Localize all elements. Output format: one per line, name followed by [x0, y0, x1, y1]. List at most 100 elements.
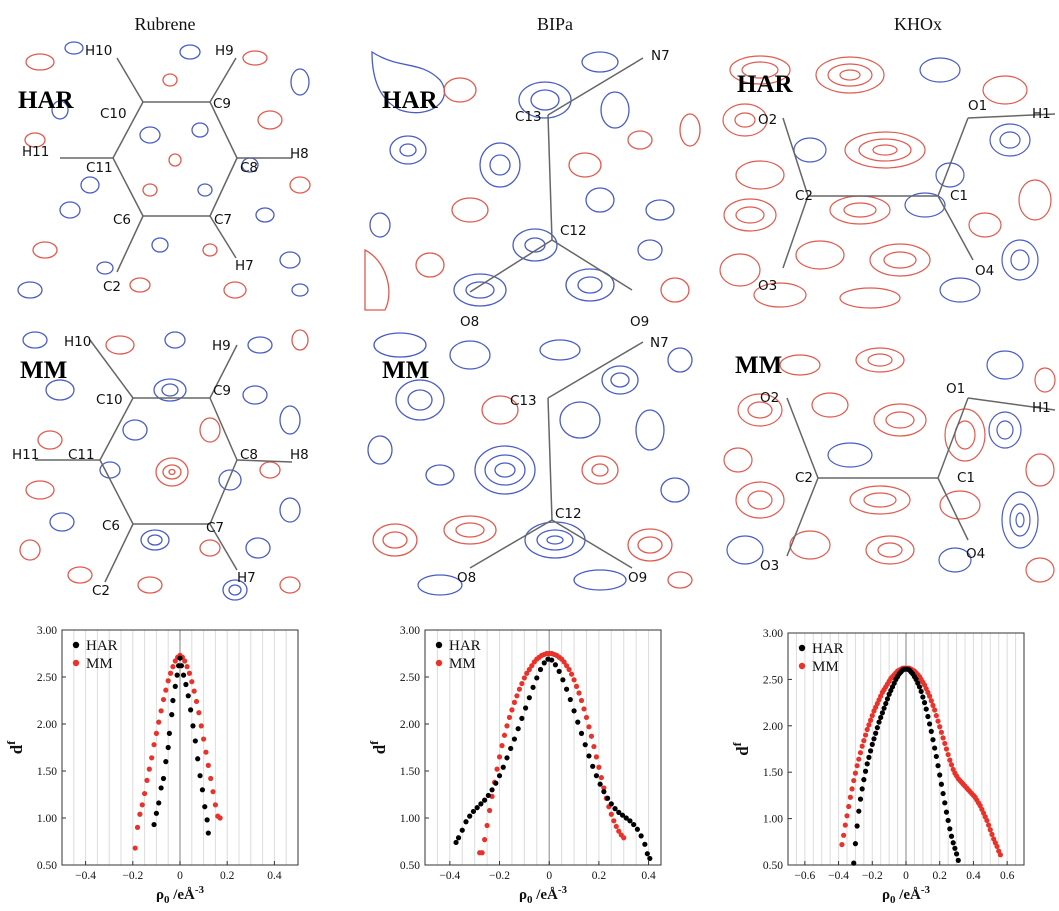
- legend-label-har: HAR: [449, 638, 481, 654]
- data-point-har: [876, 719, 882, 725]
- y-tick-label: 2.50: [763, 674, 783, 686]
- data-point-mm: [930, 702, 936, 708]
- khox-har-label: HAR: [737, 71, 794, 98]
- atom-label: C2: [103, 279, 121, 295]
- data-point-har: [482, 797, 488, 803]
- data-point-mm: [151, 742, 157, 748]
- data-point-har: [183, 681, 189, 688]
- data-point-har: [166, 730, 172, 737]
- data-point-har: [942, 800, 948, 806]
- data-point-har: [623, 815, 629, 821]
- y-axis-label: df: [730, 741, 752, 755]
- data-point-har: [199, 787, 206, 793]
- data-point-har: [474, 805, 480, 811]
- x-tick-label: 0: [546, 870, 552, 882]
- atom-label: C10: [100, 106, 127, 122]
- data-point-har: [519, 715, 525, 721]
- data-point-mm: [947, 757, 953, 763]
- data-point-har: [530, 684, 536, 690]
- x-tick-label: −0.4: [75, 870, 96, 882]
- data-point-har: [938, 781, 945, 787]
- data-point-har: [556, 668, 562, 674]
- data-point-har: [920, 694, 926, 700]
- data-point-mm: [844, 813, 850, 819]
- data-point-har: [172, 683, 178, 690]
- data-point-har: [163, 759, 169, 765]
- atom-label: H7: [235, 258, 254, 274]
- rubrene-mm-contours: [19, 329, 309, 601]
- legend-marker-har: [72, 641, 80, 649]
- data-point-har: [192, 738, 198, 744]
- data-point-har: [868, 748, 874, 754]
- atom-label: C2: [92, 583, 110, 599]
- y-tick-label: 0.50: [37, 860, 57, 872]
- data-point-mm: [208, 775, 214, 782]
- data-point-har: [940, 790, 946, 797]
- data-point-har: [852, 841, 859, 847]
- legend-marker-mm: [72, 659, 80, 667]
- data-point-mm: [862, 732, 869, 738]
- data-point-mm: [596, 764, 602, 770]
- atom-label: O1: [946, 381, 965, 397]
- rubrene-mm-map: MM H10 H9 C10 C9 H11 C11 C8 H8 C6 C7 H7 …: [12, 329, 309, 601]
- legend-marker-har: [435, 641, 443, 649]
- atom-label: C1: [957, 470, 975, 486]
- data-point-har: [153, 810, 159, 816]
- x-tick-label: −0.6: [794, 870, 815, 882]
- data-point-har: [188, 707, 194, 713]
- data-point-har: [871, 736, 877, 742]
- data-point-mm: [861, 738, 867, 744]
- data-point-har: [851, 860, 857, 866]
- data-point-mm: [186, 670, 193, 676]
- bipa-mm-label: MM: [382, 357, 429, 384]
- data-point-mm: [529, 663, 535, 669]
- data-point-mm: [501, 732, 508, 738]
- data-point-har: [534, 675, 540, 681]
- x-tick-label: 0.2: [220, 870, 235, 882]
- bipa-har-atom-labels: N7 C13 C12 O8 O9: [460, 48, 670, 330]
- bipa-mm-contours: [367, 332, 693, 596]
- x-axis-label: ρ0 /eÅ-3: [519, 884, 568, 906]
- atom-label: O4: [975, 263, 994, 279]
- data-point-har: [947, 826, 953, 832]
- data-point-mm: [137, 811, 143, 817]
- atom-label: O4: [966, 546, 985, 562]
- atom-label: C7: [206, 520, 224, 536]
- x-tick-label: 0.2: [592, 870, 607, 882]
- data-point-mm: [196, 710, 202, 716]
- x-tick-label: 0.6: [1000, 870, 1015, 882]
- rubrene-har-bonds: [60, 57, 292, 273]
- y-tick-label: 1.50: [400, 766, 420, 778]
- atom-label: H10: [64, 334, 91, 350]
- rubrene-mm-atom-labels: H10 H9 C10 C9 H11 C11 C8 H8 C6 C7 H7 C2: [12, 334, 309, 599]
- rubrene-mm-bonds: [35, 339, 293, 583]
- data-point-har: [608, 801, 614, 807]
- data-point-har: [597, 781, 603, 787]
- data-point-har: [493, 780, 499, 786]
- data-point-har: [921, 700, 928, 706]
- data-point-har: [160, 775, 167, 782]
- atom-label: H8: [290, 447, 309, 463]
- data-point-har: [170, 697, 176, 704]
- data-point-mm: [849, 786, 855, 792]
- atom-label: O2: [760, 390, 779, 406]
- data-point-har: [575, 719, 581, 725]
- data-point-har: [873, 730, 879, 736]
- data-point-mm: [839, 841, 845, 848]
- rubrene-har-atom-labels: H10 H9 C10 C9 H11 C11 C8 H8 C6 C7 H7 C2: [22, 43, 309, 295]
- data-point-mm: [856, 756, 862, 762]
- data-point-mm: [984, 817, 990, 824]
- chart-khox: 0.50 1.00 1.50 2.00 2.50 3.00 −0.6 −0.4 −0.2 0 0.2…: [730, 628, 1025, 906]
- data-point-har: [879, 710, 886, 716]
- data-point-har: [586, 753, 592, 759]
- bipa-mm-bonds: [469, 341, 644, 569]
- data-point-har: [644, 851, 650, 857]
- khox-har-bonds: [782, 113, 1056, 269]
- data-point-har: [478, 801, 484, 807]
- data-point-har: [459, 827, 465, 833]
- data-point-mm: [948, 762, 955, 768]
- y-tick-label: 2.50: [400, 672, 420, 684]
- data-point-har: [177, 655, 183, 661]
- data-point-mm: [943, 746, 950, 752]
- data-point-har: [856, 808, 862, 814]
